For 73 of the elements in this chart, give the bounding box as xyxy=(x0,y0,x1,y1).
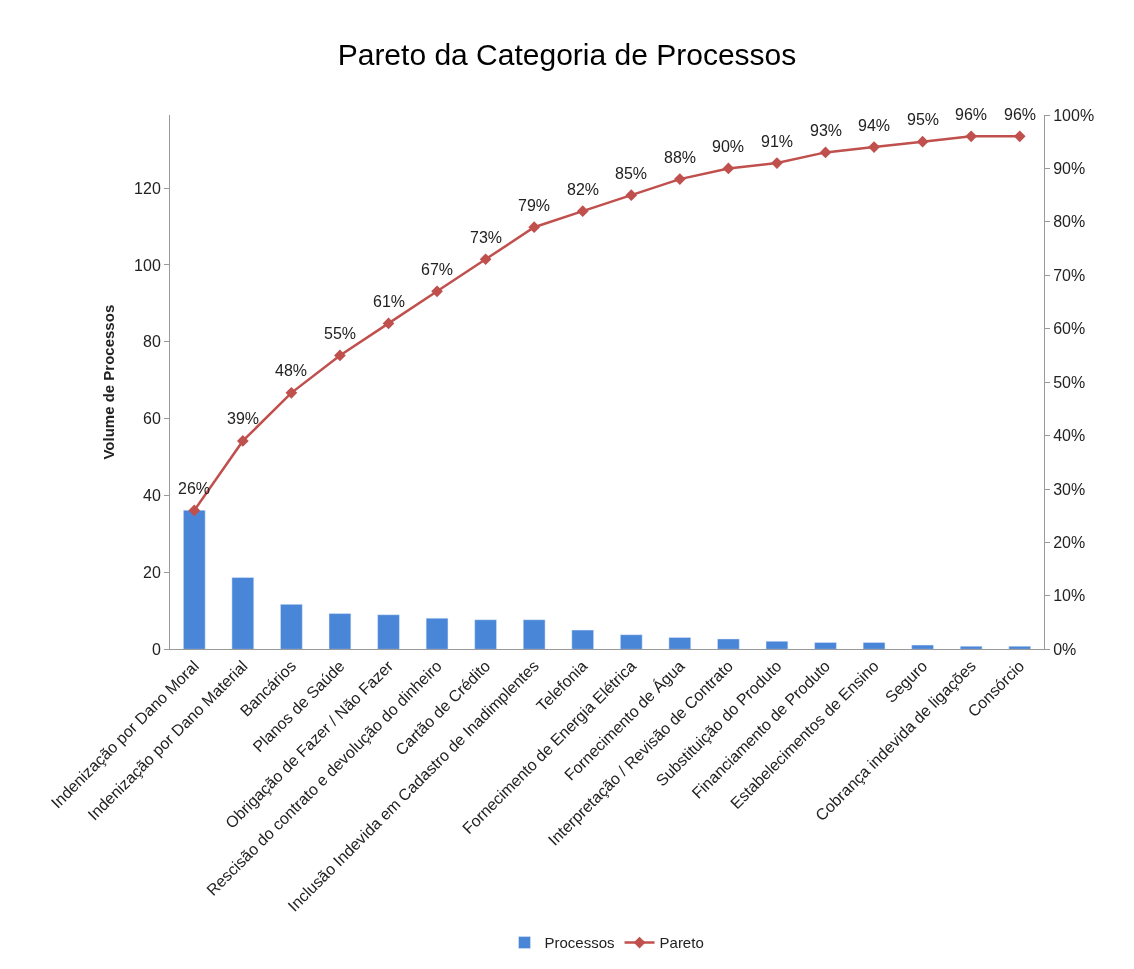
y-tick-label: 80 xyxy=(143,333,161,351)
data-label: 91% xyxy=(761,133,794,150)
bar xyxy=(668,637,692,650)
bar xyxy=(959,645,983,650)
point xyxy=(722,162,735,175)
point xyxy=(916,135,929,148)
data-label: 94% xyxy=(858,117,891,134)
point xyxy=(236,435,249,447)
bar xyxy=(522,619,546,650)
y2-tick-label: 0% xyxy=(1053,640,1077,658)
bar xyxy=(814,642,837,650)
data-label: 67% xyxy=(421,261,454,278)
point xyxy=(1013,130,1026,143)
bar xyxy=(280,604,303,650)
bar xyxy=(911,644,934,650)
bar xyxy=(377,614,400,650)
y-tick-label: 120 xyxy=(134,179,161,197)
point xyxy=(188,504,201,517)
y2-tick-label: 30% xyxy=(1053,480,1086,498)
y-tick-label: 40 xyxy=(143,487,161,505)
data-label: 26% xyxy=(178,480,211,497)
bar xyxy=(183,509,206,650)
data-label: 82% xyxy=(567,181,600,198)
data-label: 61% xyxy=(373,293,406,310)
bar xyxy=(425,617,449,650)
bar xyxy=(328,613,352,650)
y2-tick-label: 40% xyxy=(1053,427,1086,445)
data-label: 79% xyxy=(518,197,551,214)
bar xyxy=(571,629,594,650)
bar xyxy=(862,642,886,650)
y2-tick-label: 60% xyxy=(1053,320,1086,338)
data-label: 88% xyxy=(664,149,697,166)
y-axis-title: Volume de Processos xyxy=(100,304,118,460)
point xyxy=(334,349,346,362)
data-label: 39% xyxy=(227,410,260,427)
point xyxy=(625,189,638,201)
y2-tick-label: 20% xyxy=(1053,534,1086,552)
legend-label: Pareto xyxy=(659,934,704,952)
legend-label: Processos xyxy=(544,934,615,952)
y2-tick-label: 80% xyxy=(1053,213,1086,231)
bar xyxy=(231,577,255,650)
point xyxy=(479,253,492,266)
bar xyxy=(474,619,497,650)
point xyxy=(285,386,298,399)
y-tick-label: 20 xyxy=(143,564,161,582)
data-label: 95% xyxy=(907,111,940,128)
bar xyxy=(1008,645,1031,650)
data-label: 48% xyxy=(275,362,308,379)
y-tick-label: 0 xyxy=(151,640,161,658)
y2-tick-label: 70% xyxy=(1053,266,1086,284)
y2-tick-label: 100% xyxy=(1053,106,1095,124)
point xyxy=(576,205,589,218)
y2-tick-label: 10% xyxy=(1053,587,1086,605)
bar xyxy=(620,634,643,650)
data-label: 93% xyxy=(810,122,843,139)
data-label: 85% xyxy=(615,165,648,182)
point xyxy=(819,146,832,159)
y-tick-label: 60 xyxy=(143,410,161,428)
y2-tick-label: 50% xyxy=(1053,373,1086,391)
bar xyxy=(765,640,789,650)
data-label: 73% xyxy=(470,229,503,246)
bar xyxy=(717,638,740,650)
point xyxy=(528,221,541,234)
y2-tick-label: 90% xyxy=(1053,160,1086,178)
data-label: 55% xyxy=(324,325,357,342)
point xyxy=(431,285,443,298)
point xyxy=(673,173,686,185)
y-tick-label: 100 xyxy=(134,256,161,274)
data-label: 96% xyxy=(1004,106,1037,123)
data-label: 96% xyxy=(955,106,988,123)
chart-title: Pareto da Categoria de Processos xyxy=(337,37,797,71)
point xyxy=(382,317,395,330)
data-label: 90% xyxy=(712,138,745,155)
